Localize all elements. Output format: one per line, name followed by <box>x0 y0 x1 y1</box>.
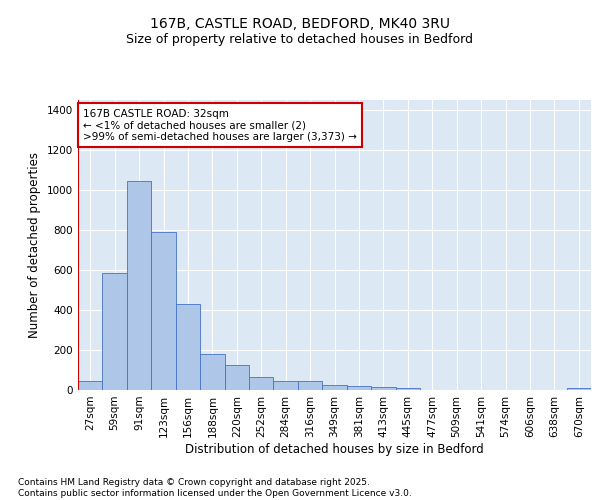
Bar <box>127 181 151 390</box>
Bar <box>395 388 420 390</box>
Text: Contains HM Land Registry data © Crown copyright and database right 2025.
Contai: Contains HM Land Registry data © Crown c… <box>18 478 412 498</box>
Bar <box>151 232 176 390</box>
Bar <box>347 386 371 390</box>
Text: 167B CASTLE ROAD: 32sqm
← <1% of detached houses are smaller (2)
>99% of semi-de: 167B CASTLE ROAD: 32sqm ← <1% of detache… <box>83 108 357 142</box>
Bar <box>566 388 591 390</box>
Bar <box>322 385 347 390</box>
Bar <box>103 273 127 390</box>
Bar <box>78 381 103 390</box>
Bar <box>298 381 322 390</box>
Bar <box>224 365 249 390</box>
Text: Size of property relative to detached houses in Bedford: Size of property relative to detached ho… <box>127 32 473 46</box>
Text: 167B, CASTLE ROAD, BEDFORD, MK40 3RU: 167B, CASTLE ROAD, BEDFORD, MK40 3RU <box>150 18 450 32</box>
Bar <box>371 387 395 390</box>
Bar <box>200 354 224 390</box>
Bar <box>274 381 298 390</box>
Bar <box>249 377 274 390</box>
Bar <box>176 304 200 390</box>
X-axis label: Distribution of detached houses by size in Bedford: Distribution of detached houses by size … <box>185 442 484 456</box>
Y-axis label: Number of detached properties: Number of detached properties <box>28 152 41 338</box>
